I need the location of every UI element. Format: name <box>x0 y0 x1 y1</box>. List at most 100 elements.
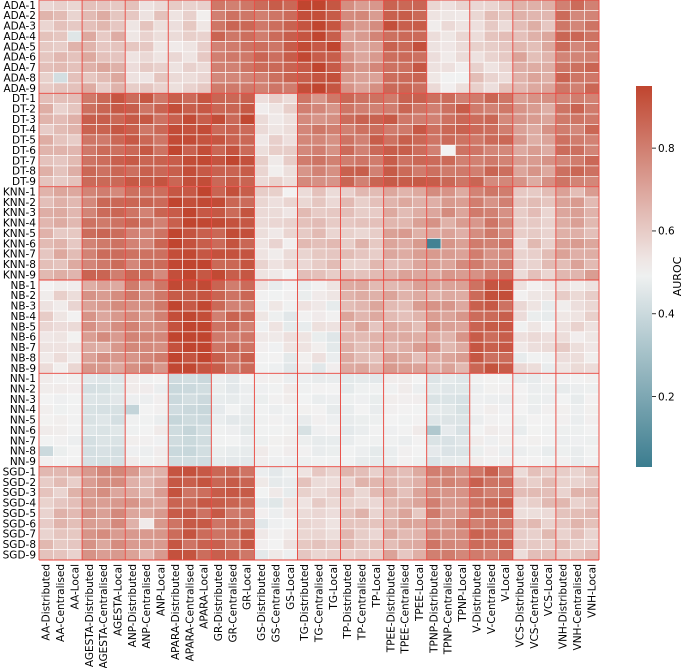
heatmap-cell <box>311 362 327 374</box>
heatmap-cell <box>440 352 456 364</box>
heatmap-cell <box>124 72 140 84</box>
heatmap-cell <box>96 41 112 53</box>
heatmap-cell <box>354 290 370 302</box>
heatmap-cell <box>124 362 140 374</box>
heatmap-cell <box>426 445 442 457</box>
heatmap-cell <box>225 176 241 187</box>
heatmap-cell <box>526 549 542 561</box>
heatmap-cell <box>354 518 370 530</box>
heatmap-cell <box>268 466 284 478</box>
heatmap-cell <box>383 238 399 250</box>
heatmap-cell <box>81 383 97 395</box>
row-label: NN-9 <box>10 456 36 468</box>
heatmap-cell <box>196 300 212 312</box>
heatmap-cell <box>584 528 600 540</box>
heatmap-cell <box>297 352 313 364</box>
heatmap-cell <box>340 497 356 509</box>
heatmap-cell <box>254 61 270 73</box>
heatmap-cell <box>383 186 399 198</box>
heatmap-cell <box>81 310 97 322</box>
heatmap-cell <box>167 238 183 250</box>
heatmap-cell <box>53 227 69 239</box>
heatmap-cell <box>440 72 456 84</box>
heatmap-cell <box>139 176 155 187</box>
heatmap-cell <box>541 196 557 208</box>
heatmap-cell <box>182 269 198 281</box>
heatmap-cell <box>368 362 384 374</box>
heatmap-cell <box>124 41 140 53</box>
heatmap-cell <box>483 549 499 561</box>
heatmap-cell <box>282 134 298 146</box>
row-label: NN-4 <box>10 404 36 416</box>
heatmap-cell <box>211 72 226 84</box>
heatmap-cell <box>526 528 542 540</box>
heatmap-cell <box>182 279 198 291</box>
heatmap-cell <box>412 93 427 105</box>
heatmap-cell <box>512 538 528 550</box>
heatmap-cell <box>38 155 54 167</box>
heatmap-cell <box>455 310 471 322</box>
row-label: DT-1 <box>12 93 36 105</box>
row-label: SGD-4 <box>3 498 37 510</box>
heatmap-cell <box>368 155 384 167</box>
heatmap-cell <box>541 424 557 436</box>
heatmap-cell <box>268 279 284 291</box>
heatmap-cell <box>225 258 241 270</box>
heatmap-cell <box>268 383 284 395</box>
heatmap-cell <box>211 227 226 239</box>
heatmap-cell <box>455 362 471 374</box>
heatmap-cell <box>397 300 413 312</box>
heatmap-cell <box>182 93 198 105</box>
heatmap-cell <box>239 528 255 540</box>
heatmap-cell <box>211 476 226 488</box>
heatmap-cell <box>397 279 413 291</box>
heatmap-cell <box>38 362 54 374</box>
heatmap-cell <box>139 549 155 561</box>
heatmap-cell <box>153 186 169 198</box>
heatmap-cell <box>139 476 155 488</box>
heatmap-cell <box>153 144 169 156</box>
heatmap-cell <box>426 10 442 22</box>
heatmap-cell <box>325 528 341 540</box>
heatmap-cell <box>96 93 112 105</box>
heatmap-cell <box>569 165 585 177</box>
heatmap-cell <box>440 414 456 426</box>
heatmap-cell <box>498 487 514 499</box>
heatmap-cell <box>397 341 413 353</box>
heatmap-cell <box>526 352 542 364</box>
heatmap-cell <box>498 404 514 416</box>
heatmap-cell <box>555 404 571 416</box>
heatmap-cell <box>426 487 442 499</box>
heatmap-cell <box>239 352 255 364</box>
heatmap-cell <box>512 144 528 156</box>
heatmap-cell <box>526 238 542 250</box>
heatmap-cell <box>311 217 327 229</box>
heatmap-cell <box>397 207 413 219</box>
heatmap-cell <box>340 455 356 467</box>
heatmap-cell <box>469 362 485 374</box>
heatmap-cell <box>555 103 571 115</box>
heatmap-cell <box>282 538 298 550</box>
heatmap-cell <box>397 362 413 374</box>
heatmap-cell <box>81 455 97 467</box>
heatmap-cell <box>426 176 442 187</box>
heatmap-cell <box>53 258 69 270</box>
heatmap-cell <box>196 455 212 467</box>
heatmap-cell <box>455 373 471 384</box>
heatmap-cell <box>124 165 140 177</box>
heatmap-cell <box>53 186 69 198</box>
heatmap-cell <box>397 269 413 281</box>
heatmap-cell <box>426 321 442 333</box>
heatmap-cell <box>555 383 571 395</box>
heatmap-cell <box>110 383 126 395</box>
heatmap-cell <box>469 124 485 136</box>
heatmap-cell <box>167 528 183 540</box>
heatmap-cell <box>354 538 370 550</box>
heatmap-cell <box>110 82 126 94</box>
heatmap-cell <box>225 124 241 136</box>
heatmap-cell <box>383 435 399 447</box>
heatmap-cell <box>498 507 514 519</box>
heatmap-cell <box>67 321 83 333</box>
heatmap-cell <box>153 341 169 353</box>
heatmap-cell <box>397 393 413 405</box>
